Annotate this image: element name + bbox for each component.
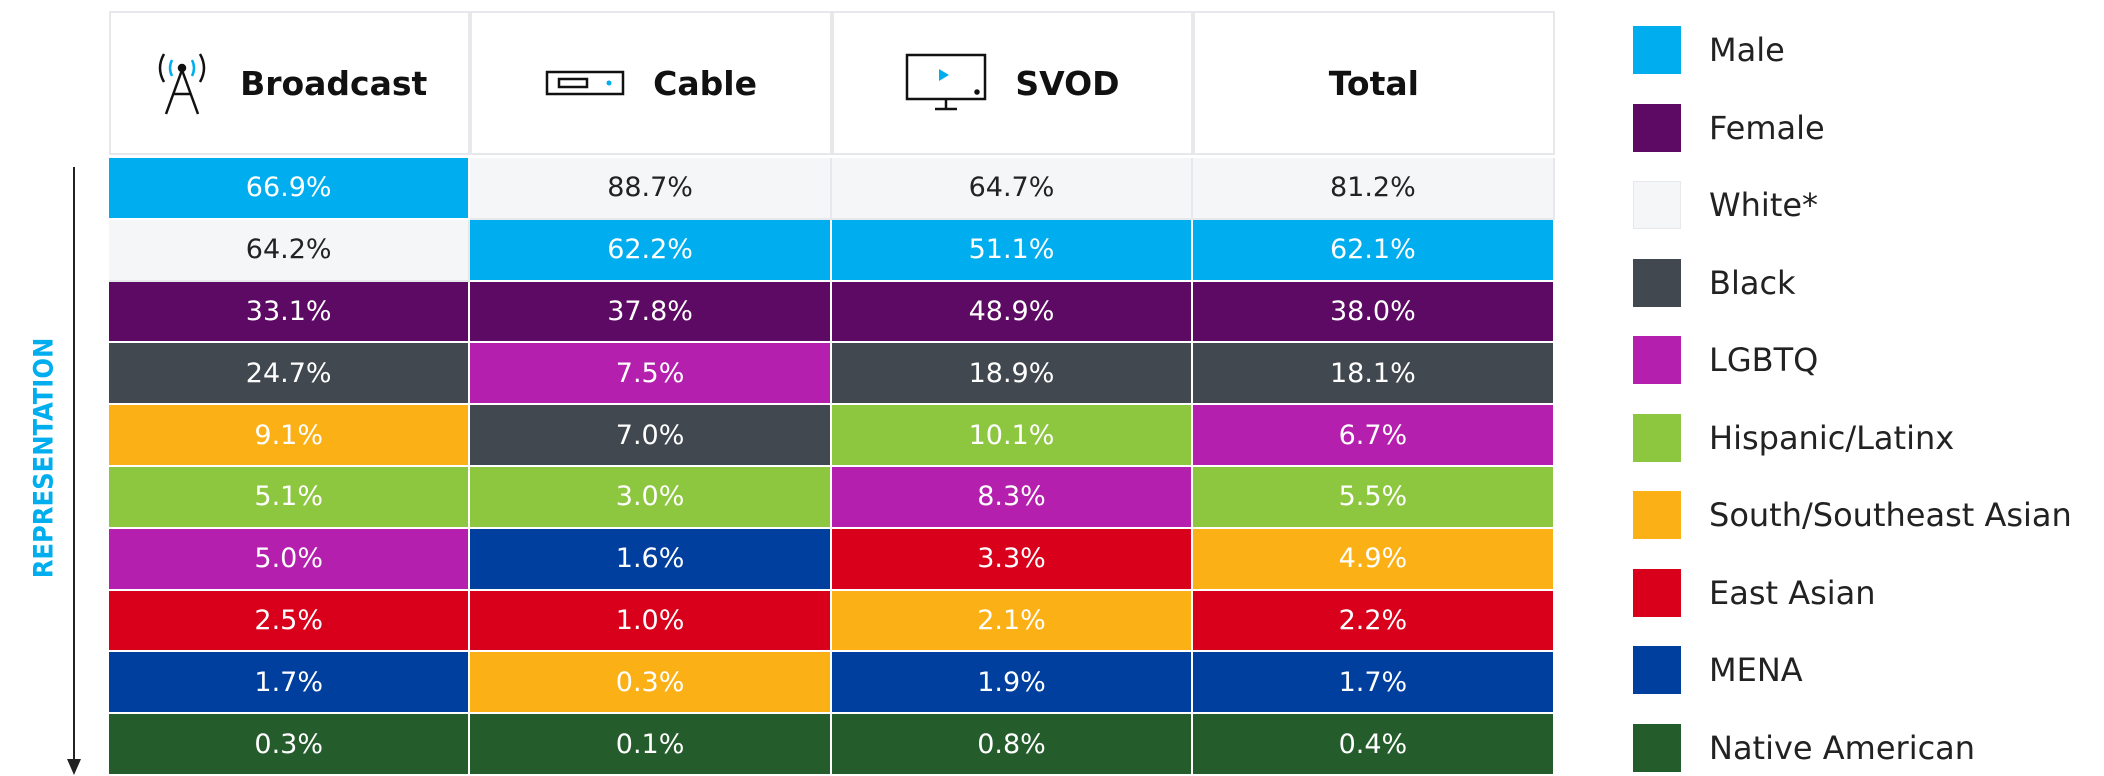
table-cell: 3.0% [470, 467, 832, 529]
table-cell: 6.7% [1193, 405, 1555, 467]
icon [152, 48, 240, 118]
legend-swatch [1633, 103, 1681, 152]
legend-swatch [1633, 646, 1681, 694]
icon [905, 53, 1015, 113]
table-cell: 51.1% [831, 219, 1194, 282]
legend-label: Black [1709, 263, 1796, 302]
legend-label: MENA [1709, 651, 1803, 689]
table-cell: 1.7% [1193, 652, 1555, 715]
arrow [67, 167, 81, 775]
table-cell: 2.2% [1193, 590, 1555, 653]
table-cell: 4.9% [1193, 528, 1555, 591]
table-cell: 66.9% [109, 158, 471, 220]
table-cell: 88.7% [470, 158, 832, 220]
table-cell: 1.0% [470, 590, 832, 653]
header-text: Cable [653, 63, 757, 103]
table-cell: 37.8% [470, 281, 832, 344]
table-cell: 0.3% [470, 652, 832, 715]
table-cell: 64.2% [109, 219, 471, 282]
legend-swatch [1633, 413, 1681, 462]
legend-label: Female [1709, 108, 1825, 147]
column-header: Total [1193, 11, 1555, 155]
table-cell: 0.4% [1193, 714, 1555, 776]
table-cell: 18.1% [1193, 343, 1555, 406]
icon [545, 68, 653, 98]
table-cell: 0.1% [470, 714, 832, 776]
table-cell: 2.1% [831, 590, 1194, 653]
header-text: SVOD [1015, 63, 1120, 103]
legend-label: East Asian [1709, 573, 1876, 612]
legend-swatch [1633, 568, 1681, 617]
table-cell: 3.3% [831, 528, 1194, 591]
table-cell: 24.7% [109, 343, 471, 406]
table-cell: 1.7% [109, 652, 471, 715]
legend-swatch [1633, 26, 1681, 74]
column-header: Broadcast [109, 11, 471, 155]
table-cell: 10.1% [831, 405, 1194, 467]
legend-label: White* [1709, 186, 1819, 224]
header-text: Broadcast [240, 63, 428, 103]
table-cell: 5.0% [109, 528, 471, 591]
column-header: SVOD [831, 11, 1194, 155]
side-label: REPRESENTATION [28, 337, 60, 579]
table-cell: 38.0% [1193, 281, 1555, 344]
header-text: Total [1328, 63, 1419, 103]
table-cell: 18.9% [831, 343, 1194, 406]
table-cell: 64.7% [831, 158, 1194, 220]
table-cell: 7.5% [470, 343, 832, 406]
column-header: Cable [470, 11, 832, 155]
table-cell: 62.1% [1193, 219, 1555, 282]
legend-swatch [1633, 723, 1681, 772]
table-cell: 7.0% [470, 405, 832, 467]
table-cell: 0.3% [109, 714, 471, 776]
table-cell: 2.5% [109, 590, 471, 653]
table-cell: 33.1% [109, 281, 471, 344]
legend-label: LGBTQ [1709, 341, 1819, 379]
legend-swatch [1633, 258, 1681, 307]
legend-swatch [1633, 491, 1681, 539]
legend-label: Male [1709, 31, 1785, 69]
table-cell: 9.1% [109, 405, 471, 467]
table-cell: 1.6% [470, 528, 832, 591]
table-cell: 5.1% [109, 467, 471, 529]
legend-swatch [1633, 181, 1681, 229]
legend-label: South/Southeast Asian [1709, 496, 2072, 534]
table-cell: 48.9% [831, 281, 1194, 344]
table-cell: 81.2% [1193, 158, 1555, 220]
table-cell: 1.9% [831, 652, 1194, 715]
table-cell: 5.5% [1193, 467, 1555, 529]
legend-swatch [1633, 336, 1681, 384]
table-cell: 62.2% [470, 219, 832, 282]
table-cell: 8.3% [831, 467, 1194, 529]
table-cell: 0.8% [831, 714, 1194, 776]
legend-label: Native American [1709, 728, 1976, 767]
legend-label: Hispanic/Latinx [1709, 418, 1955, 457]
